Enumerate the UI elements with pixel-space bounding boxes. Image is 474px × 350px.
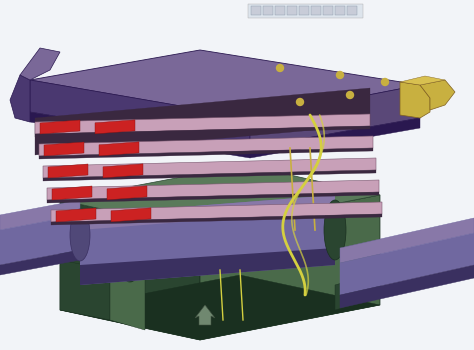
Bar — [263, 6, 273, 15]
Polygon shape — [0, 200, 80, 230]
Polygon shape — [39, 148, 373, 159]
Circle shape — [297, 98, 303, 105]
Polygon shape — [47, 180, 379, 200]
Polygon shape — [107, 186, 147, 200]
Ellipse shape — [116, 214, 144, 282]
Polygon shape — [80, 195, 335, 285]
Polygon shape — [52, 186, 92, 200]
Bar — [335, 6, 345, 15]
Polygon shape — [340, 265, 474, 308]
Bar — [275, 6, 285, 15]
Polygon shape — [35, 88, 370, 155]
Bar — [311, 6, 321, 15]
Polygon shape — [56, 208, 96, 222]
Polygon shape — [95, 120, 135, 134]
Polygon shape — [39, 136, 373, 156]
Polygon shape — [103, 164, 143, 178]
Polygon shape — [30, 112, 250, 158]
Polygon shape — [400, 76, 445, 85]
Polygon shape — [400, 82, 430, 118]
Bar — [287, 6, 297, 15]
Polygon shape — [10, 75, 30, 122]
Bar — [251, 6, 261, 15]
Polygon shape — [43, 170, 376, 181]
Polygon shape — [60, 260, 110, 320]
Polygon shape — [250, 118, 420, 158]
Polygon shape — [110, 270, 145, 330]
Bar — [347, 6, 357, 15]
Polygon shape — [20, 48, 60, 80]
Polygon shape — [30, 50, 420, 118]
Bar — [248, 4, 363, 18]
Circle shape — [382, 78, 389, 85]
Polygon shape — [48, 164, 88, 178]
Ellipse shape — [70, 209, 90, 261]
Bar — [299, 6, 309, 15]
Polygon shape — [99, 142, 139, 156]
Polygon shape — [60, 200, 200, 340]
Polygon shape — [44, 142, 84, 156]
Polygon shape — [420, 80, 455, 110]
Polygon shape — [60, 165, 380, 230]
Polygon shape — [60, 275, 380, 340]
Polygon shape — [111, 208, 151, 222]
Polygon shape — [340, 233, 474, 295]
Polygon shape — [47, 192, 379, 203]
Bar — [323, 6, 333, 15]
Polygon shape — [195, 305, 215, 325]
Polygon shape — [43, 158, 376, 178]
Polygon shape — [335, 272, 380, 310]
Polygon shape — [0, 215, 80, 265]
Polygon shape — [200, 195, 380, 340]
Ellipse shape — [324, 200, 346, 260]
Polygon shape — [35, 114, 370, 134]
Polygon shape — [250, 85, 420, 148]
Polygon shape — [340, 218, 474, 263]
Polygon shape — [40, 120, 80, 134]
Polygon shape — [80, 195, 335, 230]
Polygon shape — [51, 214, 382, 225]
Polygon shape — [51, 202, 382, 222]
Polygon shape — [0, 250, 80, 275]
Polygon shape — [80, 248, 335, 285]
Circle shape — [276, 64, 283, 71]
Polygon shape — [35, 126, 370, 137]
Polygon shape — [30, 80, 250, 148]
Circle shape — [346, 91, 354, 98]
Circle shape — [337, 71, 344, 78]
